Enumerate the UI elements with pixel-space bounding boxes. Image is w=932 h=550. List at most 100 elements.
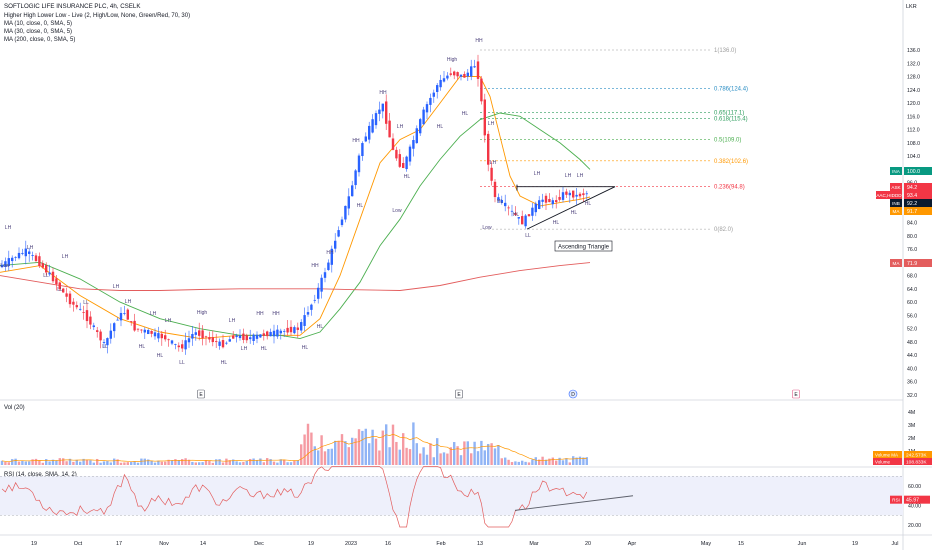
candle-body (55, 278, 58, 285)
volume-bar (572, 456, 575, 465)
volume-bar (255, 460, 259, 465)
candle-body (99, 331, 102, 341)
volume-bar (221, 462, 225, 465)
swing-label: HH (475, 38, 483, 44)
swing-label: HH (326, 250, 334, 256)
indicator-line-hhll[interactable]: Higher High Lower Low - Live (2, High/Lo… (4, 13, 190, 19)
volume-bar (340, 434, 344, 465)
candle-body (334, 240, 337, 249)
candle-body (116, 319, 119, 321)
swing-label: LH (5, 225, 12, 231)
candle-body (527, 214, 531, 217)
price-tick: 136.0 (907, 48, 920, 54)
volume-bar (218, 459, 221, 465)
candle-body (238, 335, 242, 339)
price-tick: 44.0 (907, 353, 917, 359)
volume-bar (48, 461, 51, 465)
indicator-line-ma200[interactable]: MA (200, close, 0, SMA, 5) (4, 37, 75, 43)
candle-body (31, 255, 34, 256)
candle-body (187, 338, 191, 343)
candle-body (470, 66, 473, 77)
volume-bar (160, 461, 163, 465)
candle-body (28, 251, 31, 254)
badge-name: MA (893, 209, 901, 214)
badge-value: 94.2 (907, 185, 917, 191)
volume-bar (323, 451, 327, 465)
candle-body (4, 261, 7, 267)
candle-body (109, 330, 112, 339)
candle-body (82, 312, 85, 313)
fib-label: 0(82.0) (714, 227, 733, 233)
price-tick: 116.0 (907, 114, 920, 120)
earnings-marker (792, 389, 800, 399)
volume-tick: 2M (908, 436, 915, 442)
candle-body (320, 277, 323, 292)
volume-bar (238, 462, 242, 465)
earnings-marker (455, 389, 463, 399)
triangle-outline (517, 186, 616, 230)
candle-body (262, 333, 265, 336)
candle-body (269, 331, 272, 337)
volume-bar (524, 461, 527, 465)
candle-body (436, 85, 439, 92)
volume-bar (24, 461, 27, 465)
volume-bar (456, 446, 459, 465)
volume-bar (208, 460, 211, 465)
swing-label: LL (83, 300, 89, 306)
volume-bar (361, 430, 364, 465)
volume-bar (354, 438, 357, 465)
swing-label: HH (272, 311, 280, 317)
rsi-badge-value-box (904, 495, 930, 504)
volume-bar (272, 461, 276, 465)
time-tick: Nov (159, 541, 169, 547)
candle-body (419, 119, 422, 134)
rsi-title: RSI (14, close, SMA, 14, 2) (4, 472, 77, 478)
candle-body (310, 304, 313, 310)
event-marker-label: E (457, 392, 461, 398)
candle-body (391, 138, 395, 150)
volume-bar (555, 460, 558, 465)
time-tick: Oct (74, 541, 83, 547)
candle-body (136, 328, 140, 330)
rsi-line (1, 466, 588, 528)
swing-label: HH (352, 138, 360, 144)
volume-bar (72, 461, 75, 465)
price-tick: 128.0 (907, 75, 920, 81)
volume-bar (391, 424, 395, 465)
candle-body (21, 252, 24, 254)
candle-body (153, 332, 157, 337)
candle-body (531, 207, 534, 216)
indicator-line-ma30[interactable]: MA (30, close, 0, SMA, 5) (4, 29, 72, 35)
price-tick: 80.0 (907, 234, 917, 240)
time-tick: 19 (852, 541, 858, 547)
candle-body (473, 66, 476, 68)
volume-bar (368, 443, 371, 465)
candle-body (123, 313, 126, 314)
swing-label: LH (490, 160, 497, 166)
badge-value-box (904, 167, 932, 175)
rsi-badge-name-box (890, 495, 902, 504)
time-axis[interactable]: 19 Oct 17 Nov 14 Dec 19 2023 16 Feb 13 Mar 20 Apr May 1… (31, 541, 898, 547)
volume-bar (320, 435, 323, 465)
fib-label: 1(136.0) (714, 48, 736, 54)
candle-body (415, 128, 418, 144)
candle-body (408, 146, 412, 162)
fib-label: 0.786(124.4) (714, 86, 748, 92)
volume-bar (480, 440, 483, 465)
time-tick: 20 (585, 541, 591, 547)
time-tick: 15 (738, 541, 744, 547)
volume-bar (347, 447, 350, 465)
volume-bar (544, 459, 548, 465)
symbol-title: SOFTLOGIC LIFE INSURANCE PLC, 4h, CSELK (4, 3, 141, 10)
volume-pane: Vol (20) 4M3M2M1MVolume MA242.573KVolume… (0, 405, 932, 466)
volume-bar (568, 462, 571, 465)
candle-body (378, 109, 381, 114)
volume-bar (483, 450, 486, 465)
volume-bar (232, 459, 235, 465)
triangle-pattern[interactable] (516, 184, 616, 230)
indicator-line-ma10[interactable]: MA (10, close, 0, SMA, 5) (4, 21, 72, 27)
candle-body (442, 78, 446, 82)
candle-body (65, 293, 68, 297)
candle-body (456, 72, 459, 77)
volume-badge-name-box (873, 451, 902, 458)
